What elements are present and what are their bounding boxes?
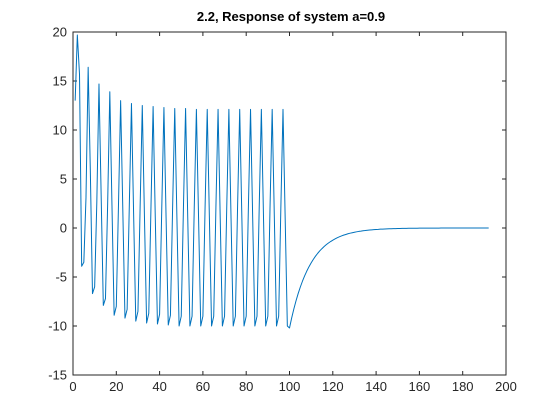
y-tick-label: 5	[60, 172, 67, 187]
y-tick-label: 0	[60, 221, 67, 236]
x-axis: 0 20 40 60 80 100 120 140 160 180 200	[69, 32, 517, 394]
y-tick-label: -10	[48, 319, 67, 334]
plot-area	[72, 31, 507, 376]
x-tick-label: 120	[322, 379, 344, 394]
y-tick-label: -5	[55, 270, 67, 285]
y-axis: -15 -10 -5 0 5 10 15 20	[48, 25, 506, 383]
x-tick-label: 200	[495, 379, 517, 394]
chart-title: 2.2, Response of system a=0.9	[197, 9, 385, 24]
y-tick-label: 10	[53, 123, 67, 138]
y-tick-label: 15	[53, 74, 67, 89]
x-tick-label: 100	[279, 379, 301, 394]
series-line	[74, 34, 489, 329]
x-tick-label: 20	[109, 379, 123, 394]
y-tick-label: -15	[48, 368, 67, 383]
x-tick-label: 180	[452, 379, 474, 394]
x-tick-label: 60	[196, 379, 210, 394]
x-tick-label: 140	[365, 379, 387, 394]
y-tick-label: 20	[53, 25, 67, 40]
x-tick-label: 0	[69, 379, 76, 394]
x-tick-label: 40	[152, 379, 166, 394]
x-tick-label: 80	[239, 379, 253, 394]
x-tick-label: 160	[409, 379, 431, 394]
